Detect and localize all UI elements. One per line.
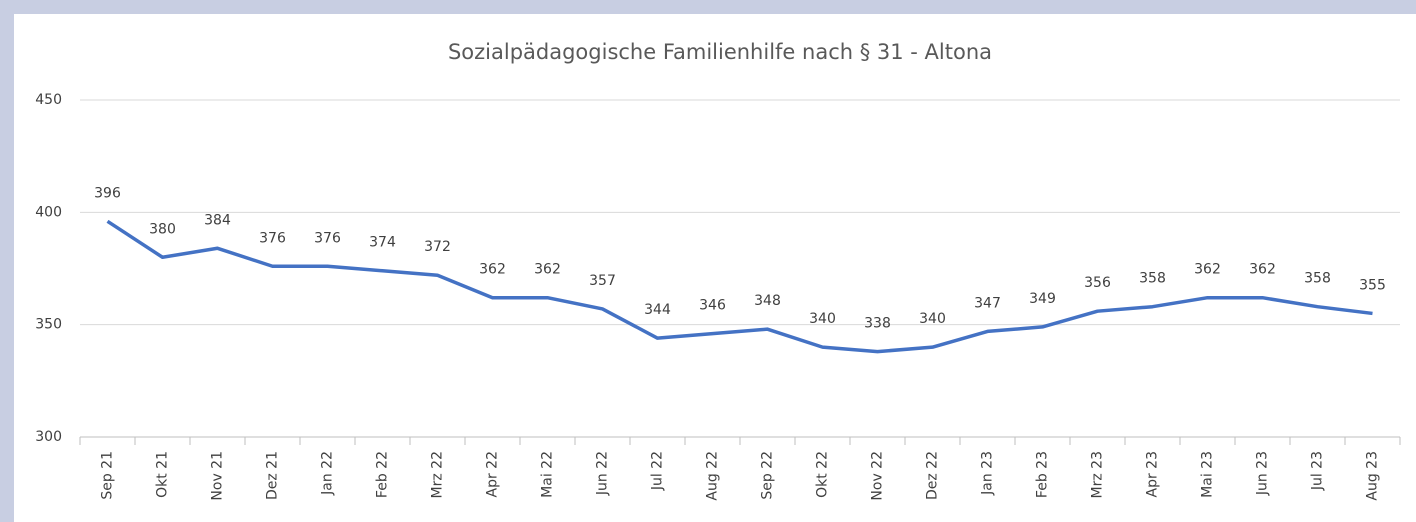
data-label: 372 xyxy=(424,239,451,255)
data-label: 347 xyxy=(974,295,1001,311)
data-label: 396 xyxy=(94,185,121,201)
x-tick-label: Dez 21 xyxy=(265,451,281,500)
data-label: 374 xyxy=(369,235,396,251)
x-tick-label: Nov 22 xyxy=(870,451,886,501)
data-label: 358 xyxy=(1139,271,1166,287)
x-tick-label: Jul 23 xyxy=(1310,451,1326,491)
x-tick-label: Okt 22 xyxy=(815,451,831,498)
data-label: 338 xyxy=(864,316,891,332)
series-line xyxy=(106,219,1373,354)
x-tick-label: Sep 22 xyxy=(760,451,776,500)
x-tick-label: Jan 22 xyxy=(320,451,336,496)
data-label: 344 xyxy=(644,302,671,318)
x-tick-label: Jun 23 xyxy=(1255,451,1271,496)
y-tick-label: 400 xyxy=(35,204,62,220)
x-tick-label: Dez 22 xyxy=(925,451,941,500)
x-tick-label: Jan 23 xyxy=(980,451,996,496)
x-tick-label: Aug 22 xyxy=(705,451,721,501)
y-tick-label: 300 xyxy=(35,429,62,445)
data-label: 358 xyxy=(1304,271,1331,287)
chart-title: Sozialpädagogische Familienhilfe nach § … xyxy=(448,40,992,64)
x-tick-label: Apr 23 xyxy=(1145,451,1161,497)
data-label: 357 xyxy=(589,273,616,289)
x-tick-label: Jul 22 xyxy=(650,451,666,491)
x-tick-label: Mai 23 xyxy=(1200,451,1216,498)
data-label: 380 xyxy=(149,221,176,237)
x-tick-label: Mai 22 xyxy=(540,451,556,498)
data-label: 340 xyxy=(919,311,946,327)
data-label: 346 xyxy=(699,298,726,314)
data-label: 356 xyxy=(1084,275,1111,291)
data-label: 376 xyxy=(314,230,341,246)
x-tick-label: Sep 21 xyxy=(100,451,116,500)
x-tick-label: Jun 22 xyxy=(595,451,611,496)
x-tick-label: Mrz 22 xyxy=(430,451,446,498)
data-label: 355 xyxy=(1359,277,1386,293)
data-label: 362 xyxy=(479,262,506,278)
x-tick-label: Feb 22 xyxy=(375,451,391,498)
x-tick-label: Aug 23 xyxy=(1365,451,1381,501)
data-label: 348 xyxy=(754,293,781,309)
x-tick-label: Apr 22 xyxy=(485,451,501,497)
y-tick-label: 450 xyxy=(35,92,62,108)
data-label: 376 xyxy=(259,230,286,246)
data-label: 340 xyxy=(809,311,836,327)
y-tick-label: 350 xyxy=(35,317,62,333)
data-label: 362 xyxy=(534,262,561,278)
x-tick-label: Mrz 23 xyxy=(1090,451,1106,498)
x-tick-label: Feb 23 xyxy=(1035,451,1051,498)
x-tick-label: Okt 21 xyxy=(155,451,171,498)
data-label: 362 xyxy=(1194,262,1221,278)
data-label: 384 xyxy=(204,212,231,228)
data-label: 349 xyxy=(1029,291,1056,307)
data-label: 362 xyxy=(1249,262,1276,278)
x-tick-label: Nov 21 xyxy=(210,451,226,501)
